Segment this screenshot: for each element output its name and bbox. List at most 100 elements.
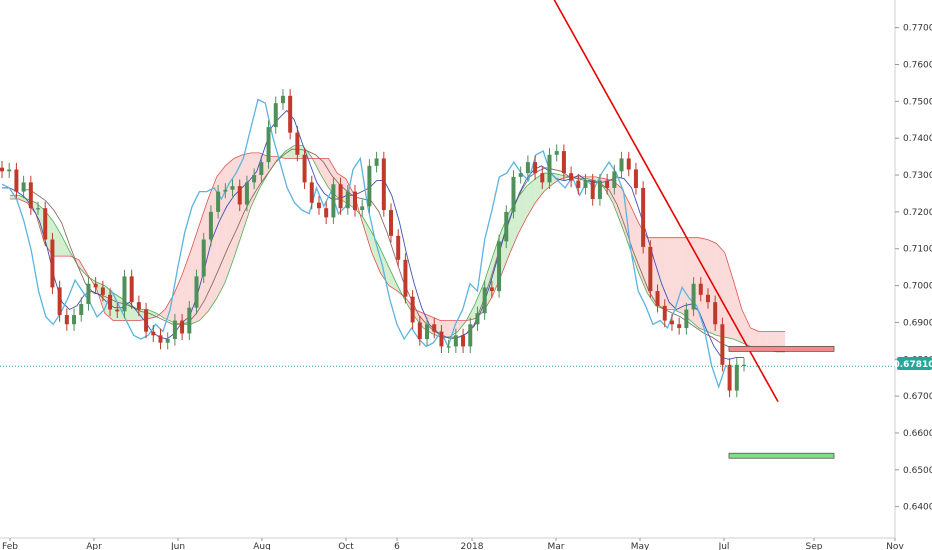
current-price-tag: 0.67810 [894, 357, 932, 370]
candle-body [540, 173, 545, 183]
candle-body [461, 335, 466, 347]
candle-body [734, 364, 739, 391]
cloud-segment [320, 158, 329, 188]
candle-body [410, 296, 415, 323]
candle-body [316, 202, 321, 209]
cloud-segment [173, 274, 183, 325]
candle-body [151, 331, 156, 336]
candle-body [655, 291, 660, 306]
cloud-segment [259, 152, 269, 188]
x-tick-label: Jun [170, 542, 185, 550]
candle-body [93, 283, 98, 288]
candle-body [302, 154, 307, 183]
candle-body [295, 132, 300, 155]
candle-body [518, 173, 523, 177]
candle-body [136, 302, 141, 310]
cloud-segment [586, 176, 596, 181]
chikou-line [1, 98, 727, 389]
x-tick-label: Aug [253, 542, 271, 550]
candle-body [453, 335, 458, 347]
current-price-label: 0.67810 [894, 360, 932, 370]
candle-body [381, 158, 386, 211]
candle-body [28, 182, 33, 209]
candle-body [288, 95, 293, 133]
cloud-segment [612, 180, 622, 225]
y-tick-label: 0.64000 [903, 503, 932, 513]
candle-body [727, 364, 732, 391]
x-tick-label: 6 [394, 542, 400, 550]
candle-body [705, 294, 710, 303]
cloud-segment [698, 237, 708, 332]
cloud-segment [518, 186, 527, 234]
candle-body [180, 320, 185, 334]
candle-body [230, 186, 235, 190]
cloud-segment [233, 154, 243, 258]
cloud-segment [561, 175, 570, 179]
candle-body [677, 324, 682, 328]
candle-body [280, 95, 285, 104]
x-tick-label: 2018 [461, 542, 484, 550]
candle-body [691, 283, 696, 310]
candle-body [259, 162, 264, 176]
x-tick-label: Sep [806, 542, 823, 550]
candle-body [576, 180, 581, 188]
candle-body [36, 208, 41, 210]
x-tick-label: May [631, 542, 650, 550]
candle-body [396, 235, 401, 260]
candle-body [425, 324, 430, 340]
candle-body [79, 304, 84, 316]
candle-body [605, 180, 610, 188]
cloud-segment [741, 309, 751, 347]
candle-body [641, 187, 646, 247]
candle-body [273, 103, 278, 128]
x-tick-label: Nov [886, 542, 904, 550]
candle-body [554, 151, 559, 155]
candle-body [742, 364, 746, 367]
time-axis[interactable]: Feb Apr Jun Aug Oct 6 2018 Mar May Jul Sep Nov [0, 537, 904, 550]
current-price-tag-box [897, 357, 932, 370]
candle-body [619, 158, 624, 172]
price-zone [728, 345, 835, 352]
candle-body [122, 276, 127, 312]
candle-body [446, 346, 451, 348]
cloud-segment [681, 237, 691, 321]
candle-body [633, 169, 638, 188]
candle-body [482, 287, 487, 314]
x-tick-label: Apr [86, 542, 102, 550]
candle-body [86, 283, 91, 305]
cloud-segment [53, 221, 62, 257]
cloud-segment [18, 195, 28, 203]
cloud-segment [380, 248, 389, 286]
candle-body [64, 315, 69, 325]
cloud-segment [371, 232, 381, 273]
candle-body [331, 184, 336, 218]
candle-body [497, 241, 502, 292]
annotations[interactable] [0, 0, 895, 459]
candle-body [172, 320, 177, 340]
candles [0, 89, 746, 398]
x-tick-label: Feb [2, 542, 18, 550]
candle-body [266, 127, 271, 163]
candle-body [352, 191, 357, 211]
candle-body [43, 208, 48, 240]
cloud-segment [225, 158, 234, 282]
cloud-segment [630, 204, 639, 273]
candle-body [216, 191, 221, 212]
trendline [553, 0, 779, 403]
candle-body [50, 239, 55, 288]
candle-body [208, 211, 213, 240]
cloud-segment [621, 187, 630, 249]
cloud-segment [526, 178, 536, 218]
candle-body [403, 259, 408, 297]
candle-body [360, 206, 365, 211]
candle-body [626, 158, 631, 170]
